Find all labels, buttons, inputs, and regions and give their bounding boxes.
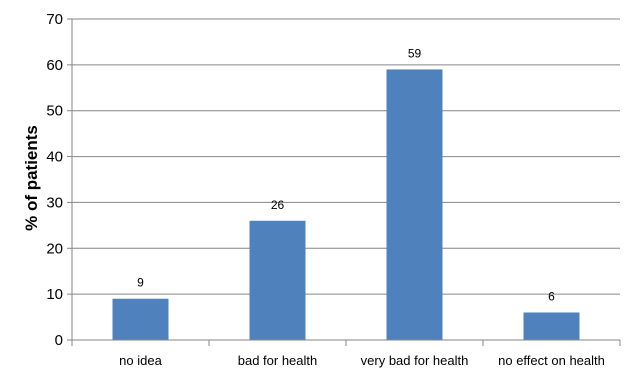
y-tick-label: 0 [55, 332, 63, 349]
data-labels: 9 26 59 6 [137, 46, 555, 303]
x-tick-label: very bad for health [361, 353, 469, 368]
bar [249, 220, 306, 340]
data-label: 26 [271, 198, 285, 212]
y-tick-label: 60 [46, 57, 63, 74]
x-tick-label: bad for health [238, 353, 318, 368]
y-tick-label: 40 [46, 149, 63, 166]
x-axis-ticks: no idea bad for health very bad for health… [119, 340, 621, 368]
y-tick-label: 30 [46, 194, 63, 211]
data-label: 6 [548, 289, 555, 303]
y-tick-label: 10 [46, 286, 63, 303]
y-tick-label: 20 [46, 240, 63, 257]
y-tick-label: 70 [46, 11, 63, 28]
bars [112, 69, 580, 340]
bar [386, 69, 443, 340]
data-label: 9 [137, 276, 144, 290]
x-tick-label: no effect on health [498, 353, 605, 368]
y-axis-ticks: 0 10 20 30 40 50 60 70 [46, 11, 72, 349]
grid-lines [72, 18, 620, 295]
y-tick-label: 50 [46, 103, 63, 120]
bar [523, 312, 580, 340]
data-label: 59 [408, 46, 422, 60]
x-tick-label: no idea [119, 353, 162, 368]
bar [112, 298, 169, 340]
axes [71, 19, 620, 346]
